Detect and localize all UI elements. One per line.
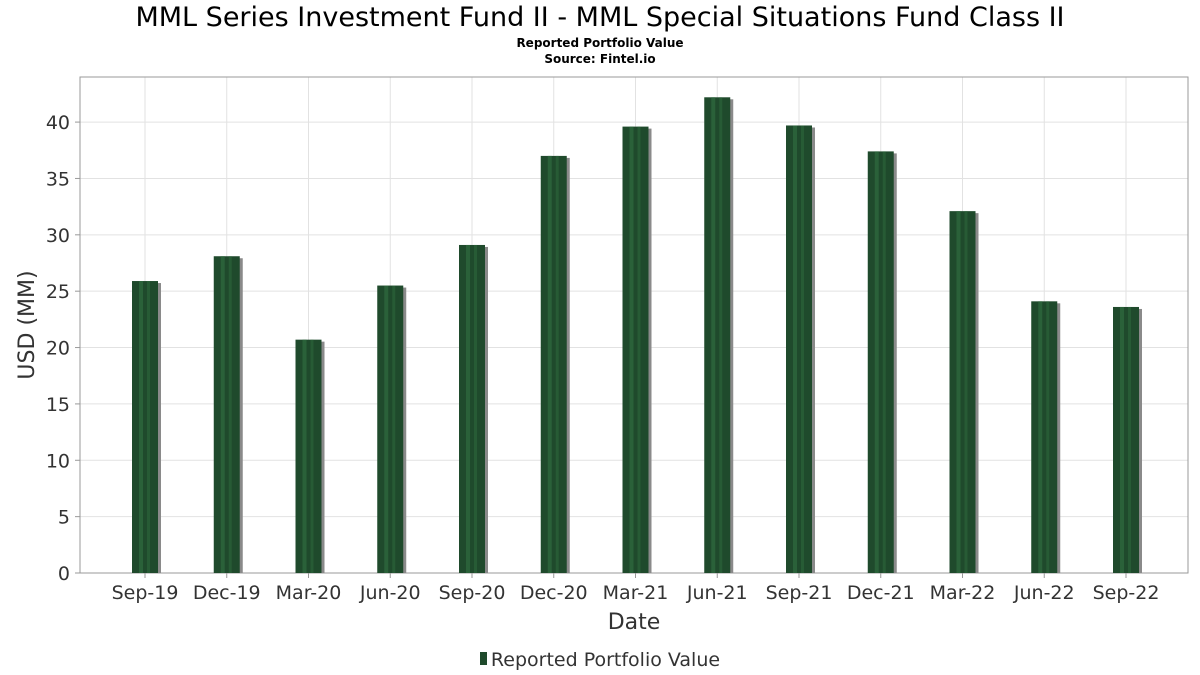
x-tick-label: Dec-20 [520,582,588,604]
bar-highlight [882,151,886,573]
x-tick-label: Jun-22 [1013,582,1075,604]
x-tick-label: Jun-21 [686,582,748,604]
bar-highlight [220,256,225,573]
bar-highlight [964,211,968,574]
bar-highlight [384,285,389,573]
bar [622,126,652,573]
y-tick-label: 40 [46,112,70,134]
bar-body [377,285,404,573]
bar-body [1031,301,1058,573]
bar-body [540,155,567,573]
x-tick-label: Sep-20 [439,582,506,604]
y-axis-ticks: 0 5 10 15 20 25 30 35 40 [46,112,80,585]
bar [1113,306,1142,573]
bar [377,285,407,573]
bar-highlight [547,155,552,573]
bar-highlight [629,126,634,573]
bar-body [622,126,649,573]
bar-highlight [874,151,879,573]
bar-highlight [302,339,307,573]
x-tick-label: Mar-21 [603,582,669,604]
bar-body [949,211,976,574]
bar-body [704,97,731,574]
bars [132,97,1142,574]
bar-highlight [801,125,804,574]
x-tick-label: Sep-22 [1093,582,1160,604]
bar [295,339,325,573]
bar-body [1113,306,1139,573]
x-tick-label: Mar-22 [930,582,996,604]
bar [132,281,161,573]
x-tick-label: Mar-20 [276,582,342,604]
legend-swatch [479,652,487,665]
bar-highlight [474,244,477,574]
bar-highlight [1038,301,1043,573]
y-tick-label: 15 [46,394,70,416]
bar-body [786,125,812,574]
bar [786,125,815,574]
y-tick-label: 20 [46,338,70,360]
legend: Reported Portfolio Value [0,648,1200,672]
bar-highlight [392,285,396,573]
bar [540,155,570,573]
chart-title: MML Series Investment Fund II - MML Spec… [135,2,1065,33]
x-tick-label: Dec-21 [847,582,915,604]
chart-subtitle: Reported Portfolio Value [516,36,684,50]
bar-body [459,244,485,574]
bar-body [132,281,158,573]
bar-highlight [1120,306,1124,573]
x-tick-label: Jun-20 [359,582,421,604]
bar-highlight [147,281,150,573]
bar [704,97,734,574]
y-tick-label: 35 [46,168,70,190]
bar-highlight [466,244,470,574]
y-tick-label: 0 [58,563,70,585]
bar-highlight [555,155,559,573]
bar-highlight [956,211,961,574]
x-tick-label: Sep-21 [766,582,833,604]
bar [459,244,488,574]
x-tick-label: Sep-19 [112,582,179,604]
chart-source: Source: Fintel.io [544,52,656,66]
y-tick-label: 25 [46,281,70,303]
bar-highlight [139,281,143,573]
x-axis-title: Date [608,610,661,635]
bar-highlight [793,125,797,574]
y-tick-label: 10 [46,450,70,472]
y-tick-label: 30 [46,225,70,247]
y-axis-title: USD (MM) [15,270,40,379]
x-axis-ticks: Sep-19 Dec-19 Mar-20 Jun-20 Sep-20 Dec-20 Mar-… [112,573,1160,604]
bar-highlight [1046,301,1050,573]
bar-highlight [310,339,314,573]
bar-highlight [637,126,641,573]
bar-body [213,256,240,573]
bar [213,256,243,573]
y-tick-label: 5 [58,507,70,529]
legend-label: Reported Portfolio Value [490,649,721,671]
bar-highlight [719,97,723,574]
bar [867,151,897,573]
bar-highlight [228,256,232,573]
bar [1031,301,1061,573]
x-tick-label: Dec-19 [193,582,261,604]
bar-body [295,339,322,573]
bar-highlight [711,97,716,574]
bar-body [867,151,894,573]
bar-highlight [1128,306,1131,573]
bar [949,211,979,574]
